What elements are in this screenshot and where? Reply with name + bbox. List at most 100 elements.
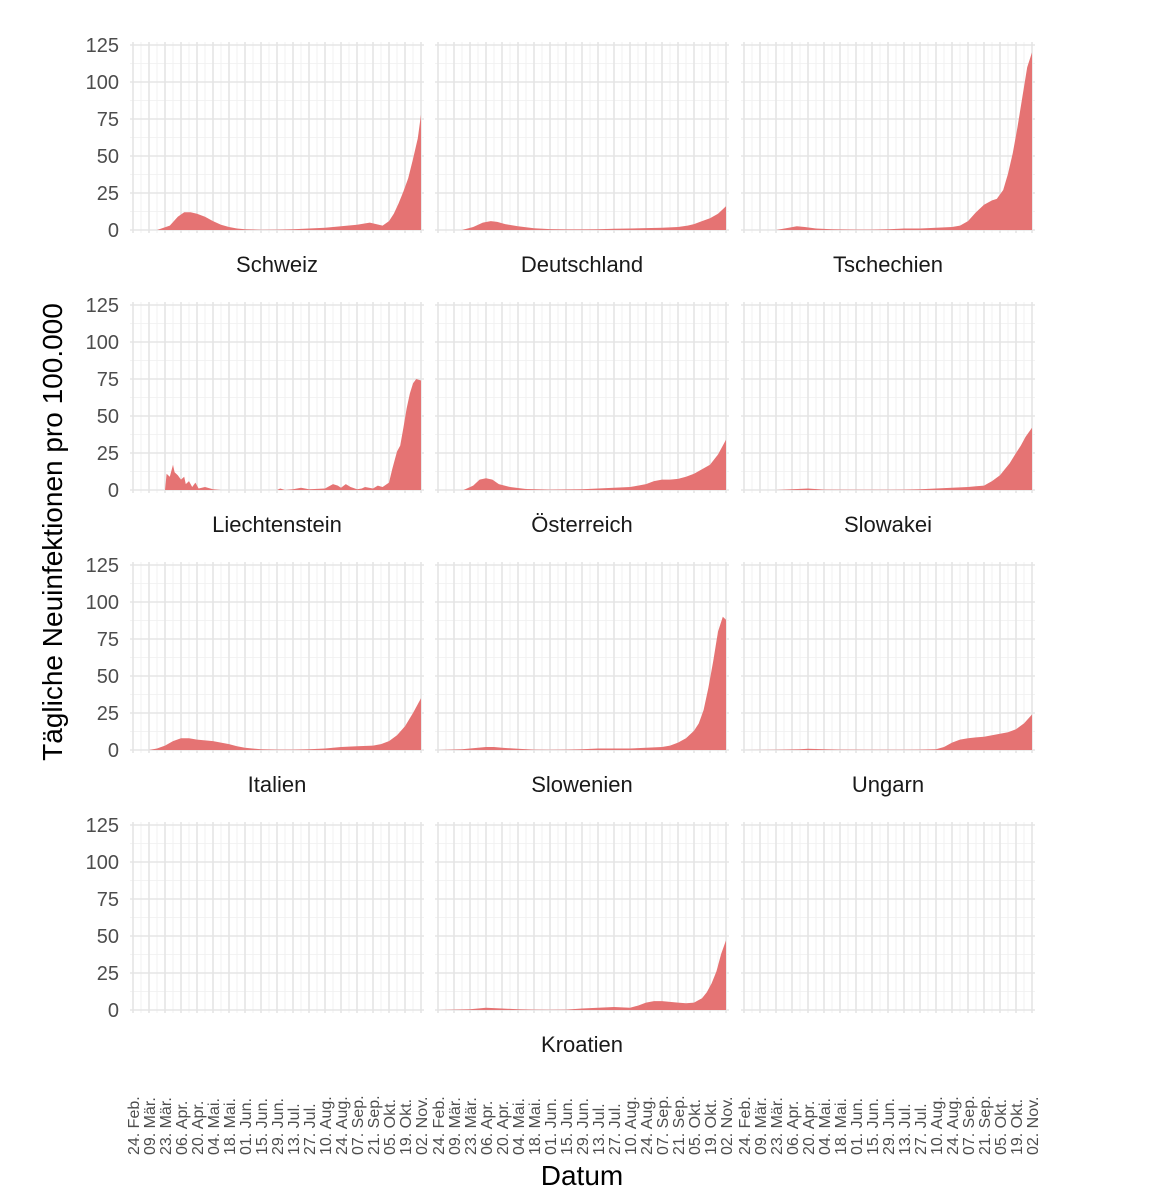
x-axis-title: Datum [541,1160,623,1191]
x-tick-label: 02. Nov. [1025,1097,1042,1155]
y-axis-title: Tägliche Neuinfektionen pro 100.000 [37,303,68,761]
y-tick-label: 125 [86,555,119,577]
x-tick-label: 10. Aug. [318,1096,335,1155]
x-tick-label: 09. Mär. [447,1097,464,1155]
x-tick-label: 23. Mär. [769,1097,786,1155]
x-tick-label: 15. Jun. [254,1098,271,1155]
panel-12: 24. Feb. 09. Mär. 23. Mär. 06. Apr. 20. Apr.… [737,822,1042,1155]
x-tick-label: 20. Apr. [190,1101,207,1155]
panel-5: Österreich [435,302,729,537]
x-tick-label: 18. Mai. [833,1098,850,1155]
y-tick-label: 25 [97,443,119,465]
y-tick-label: 0 [108,480,119,502]
x-tick-label: 10. Aug. [929,1096,946,1155]
area-series-1 [133,114,421,230]
area-series-6 [744,427,1032,490]
y-tick-label: 100 [86,72,119,94]
y-tick-label: 25 [97,183,119,205]
x-tick-label: 04. Mai. [511,1098,528,1155]
panel-strip-label: Tschechien [833,252,943,277]
x-tick-label: 06. Apr. [174,1101,191,1155]
area-series-3 [744,52,1032,231]
y-tick-label: 100 [86,332,119,354]
panel-strip-label: Ungarn [852,772,924,797]
panel-9: Ungarn [741,562,1035,797]
y-tick-label: 50 [97,406,119,428]
panel-2: Deutschland [435,42,729,277]
x-tick-label: 01. Jun. [543,1098,560,1155]
y-tick-label: 100 [86,592,119,614]
x-tick-label: 18. Mai. [222,1098,239,1155]
x-tick-label: 27. Jul. [913,1103,930,1155]
x-tick-label: 02. Nov. [719,1097,736,1155]
x-tick-label: 09. Mär. [142,1097,159,1155]
area-series-7 [133,698,421,750]
panel-strip-label: Slowakei [844,512,932,537]
panel-10: 0 25 50 75 100 125 24. Feb. 09. Mär. 23. Mär. 06.… [86,815,431,1155]
x-tick-label: 18. Mai. [527,1098,544,1155]
panel-strip-label: Liechtenstein [212,512,342,537]
panel-strip-label: Österreich [531,512,632,537]
x-tick-label: 20. Apr. [495,1101,512,1155]
x-tick-label: 21. Sep. [671,1095,688,1155]
panel-strip-label: Deutschland [521,252,643,277]
y-tick-label: 125 [86,35,119,57]
y-tick-label: 0 [108,1000,119,1022]
x-tick-label: 23. Mär. [463,1097,480,1155]
panel-4: 0 25 50 75 100 125 Liechtenstein [86,295,424,537]
x-tick-label: 05. Okt. [687,1099,704,1155]
y-tick-label: 50 [97,926,119,948]
y-tick-label: 25 [97,963,119,985]
y-tick-label: 75 [97,109,119,131]
x-tick-label: 19. Okt. [398,1099,415,1155]
area-series-4 [133,379,421,490]
y-tick-label: 75 [97,889,119,911]
y-tick-label: 125 [86,815,119,837]
y-tick-label: 50 [97,146,119,168]
area-series-8 [438,616,726,750]
x-tick-label: 13. Jul. [897,1103,914,1155]
x-tick-label: 09. Mär. [753,1097,770,1155]
y-tick-label: 100 [86,852,119,874]
panel-strip-label: Italien [248,772,307,797]
panel-strip-label: Schweiz [236,252,318,277]
x-tick-label: 21. Sep. [977,1095,994,1155]
panel-8: Slowenien [435,562,729,797]
x-tick-label: 23. Mär. [158,1097,175,1155]
x-tick-label: 24. Feb. [737,1096,754,1155]
x-tick-label: 29. Jun. [270,1098,287,1155]
x-tick-label: 24. Aug. [334,1096,351,1155]
x-tick-label: 04. Mai. [206,1098,223,1155]
panels-layer: 0 25 50 75 100 125 Schweiz Deutschland Tschechie… [86,35,1042,1155]
x-tick-label: 07. Sep. [655,1095,672,1155]
x-tick-label: 24. Feb. [126,1096,143,1155]
y-tick-label: 0 [108,740,119,762]
x-tick-label: 15. Jun. [865,1098,882,1155]
y-tick-label: 25 [97,703,119,725]
x-tick-label: 02. Nov. [414,1097,431,1155]
panel-strip-label: Slowenien [531,772,633,797]
x-tick-label: 06. Apr. [785,1101,802,1155]
x-tick-label: 29. Jun. [881,1098,898,1155]
x-tick-label: 24. Aug. [945,1096,962,1155]
x-tick-label: 29. Jun. [575,1098,592,1155]
y-tick-label: 50 [97,666,119,688]
area-series-5 [438,439,726,490]
x-tick-label: 20. Apr. [801,1101,818,1155]
panel-strip-label: Kroatien [541,1032,623,1057]
panel-3: Tschechien [741,42,1035,277]
y-tick-label: 75 [97,369,119,391]
x-tick-label: 13. Jul. [286,1103,303,1155]
y-tick-label: 0 [108,220,119,242]
area-series-2 [438,206,726,230]
x-tick-label: 05. Okt. [993,1099,1010,1155]
x-tick-label: 05. Okt. [382,1099,399,1155]
x-tick-label: 27. Jul. [302,1103,319,1155]
x-tick-label: 01. Jun. [238,1098,255,1155]
x-tick-label: 07. Sep. [961,1095,978,1155]
x-tick-label: 19. Okt. [703,1099,720,1155]
x-tick-label: 07. Sep. [350,1095,367,1155]
panel-6: Slowakei [741,302,1035,537]
x-tick-label: 15. Jun. [559,1098,576,1155]
